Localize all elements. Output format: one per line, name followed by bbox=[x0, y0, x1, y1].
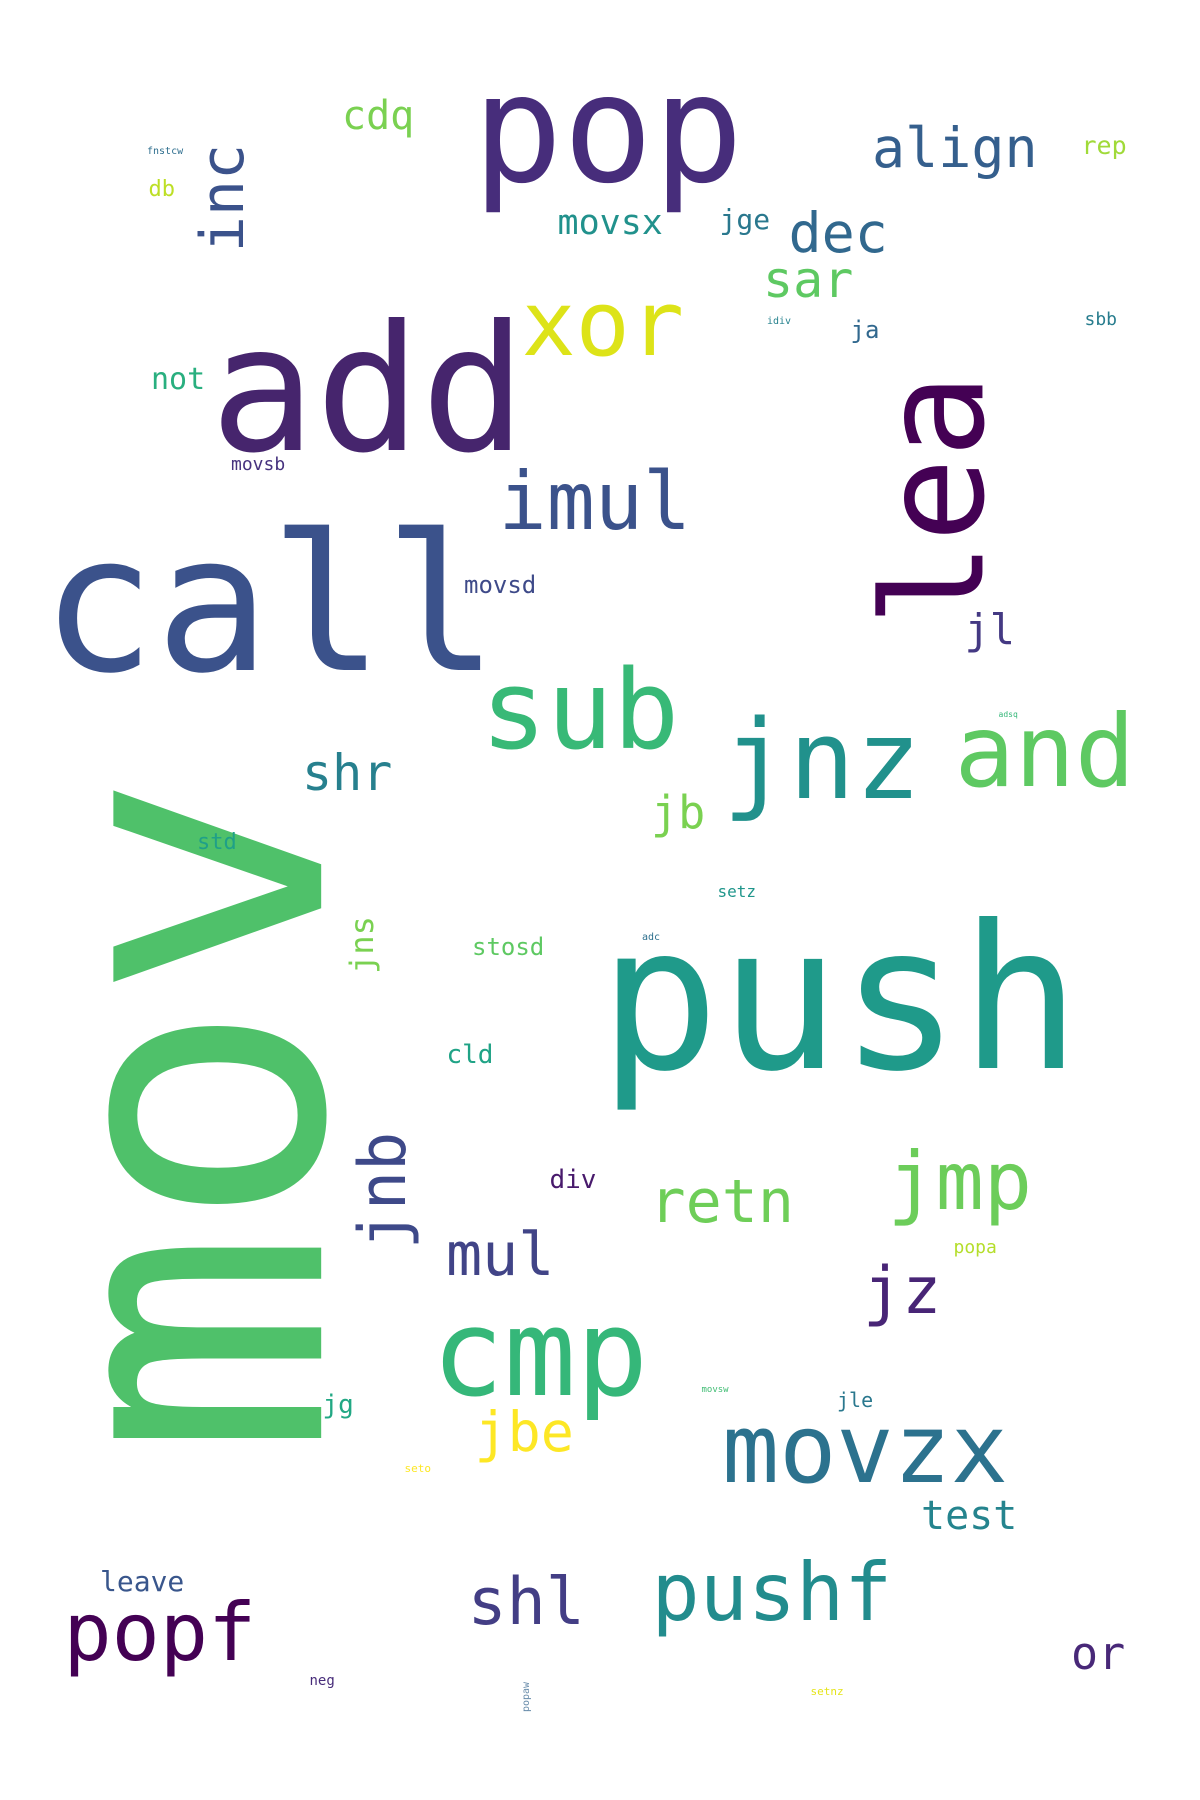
word-shr: shr bbox=[302, 744, 393, 802]
word-seto: seto bbox=[404, 1461, 432, 1475]
word-jmp: jmp bbox=[887, 1135, 1033, 1228]
word-leave: leave bbox=[100, 1565, 185, 1598]
word-std: std bbox=[197, 830, 237, 855]
word-jge: jge bbox=[719, 203, 771, 236]
word-add: add bbox=[210, 288, 527, 492]
word-setnz: setnz bbox=[810, 1684, 844, 1698]
word-popa: popa bbox=[953, 1237, 997, 1258]
word-jbe: jbe bbox=[474, 1399, 574, 1464]
word-sar: sar bbox=[763, 251, 854, 309]
word-inc: inc bbox=[188, 143, 259, 253]
word-jle: jle bbox=[837, 1388, 874, 1412]
word-stosd: stosd bbox=[472, 933, 545, 961]
word-jnb: jnb bbox=[345, 1131, 421, 1249]
word-jb: jb bbox=[651, 785, 706, 839]
word-movsx: movsx bbox=[557, 202, 663, 243]
word-idiv: idiv bbox=[767, 316, 792, 327]
word-jns: jns bbox=[342, 916, 381, 974]
word-cld: cld bbox=[446, 1040, 494, 1070]
word-shl: shl bbox=[467, 1564, 585, 1640]
word-popaw: popaw bbox=[521, 1681, 533, 1713]
word-db: db bbox=[148, 177, 176, 202]
word-cdq: cdq bbox=[342, 93, 415, 139]
word-jg: jg bbox=[322, 1390, 354, 1420]
word-xor: xor bbox=[521, 272, 685, 377]
word-lea: lea bbox=[852, 373, 1016, 627]
word-sub: sub bbox=[480, 646, 680, 774]
word-pop: pop bbox=[472, 43, 744, 217]
word-movsd: movsd bbox=[464, 571, 537, 599]
word-sbb: sbb bbox=[1084, 309, 1118, 330]
word-and: and bbox=[954, 693, 1136, 810]
word-not: not bbox=[151, 362, 206, 397]
word-push: push bbox=[599, 883, 1081, 1116]
word-mov: mov bbox=[0, 771, 412, 1459]
word-test: test bbox=[921, 1493, 1018, 1539]
word-movsb: movsb bbox=[231, 454, 286, 475]
word-popf: popf bbox=[63, 1586, 257, 1679]
word-align: align bbox=[872, 115, 1038, 180]
word-imul: imul bbox=[498, 455, 692, 548]
word-pushf: pushf bbox=[651, 1546, 893, 1639]
word-call: call bbox=[41, 494, 499, 715]
word-dec: dec bbox=[788, 200, 888, 265]
word-movsw: movsw bbox=[701, 1384, 729, 1395]
word-ja: ja bbox=[850, 316, 880, 344]
word-movzx: movzx bbox=[722, 1394, 1008, 1505]
word-jl: jl bbox=[964, 605, 1016, 654]
word-rep: rep bbox=[1081, 130, 1127, 160]
word-retn: retn bbox=[649, 1167, 795, 1237]
word-jz: jz bbox=[863, 1253, 942, 1329]
word-or: or bbox=[1071, 1626, 1126, 1680]
word-jnz: jnz bbox=[722, 696, 922, 824]
word-setz: setz bbox=[717, 882, 757, 901]
word-neg: neg bbox=[309, 1673, 335, 1689]
word-fnstcw: fnstcw bbox=[147, 146, 184, 157]
word-mul: mul bbox=[446, 1220, 555, 1290]
word-cmp: cmp bbox=[431, 1285, 649, 1424]
word-adsq: adsq bbox=[998, 710, 1018, 719]
word-div: div bbox=[549, 1165, 597, 1195]
word-adc: adc bbox=[642, 932, 661, 943]
